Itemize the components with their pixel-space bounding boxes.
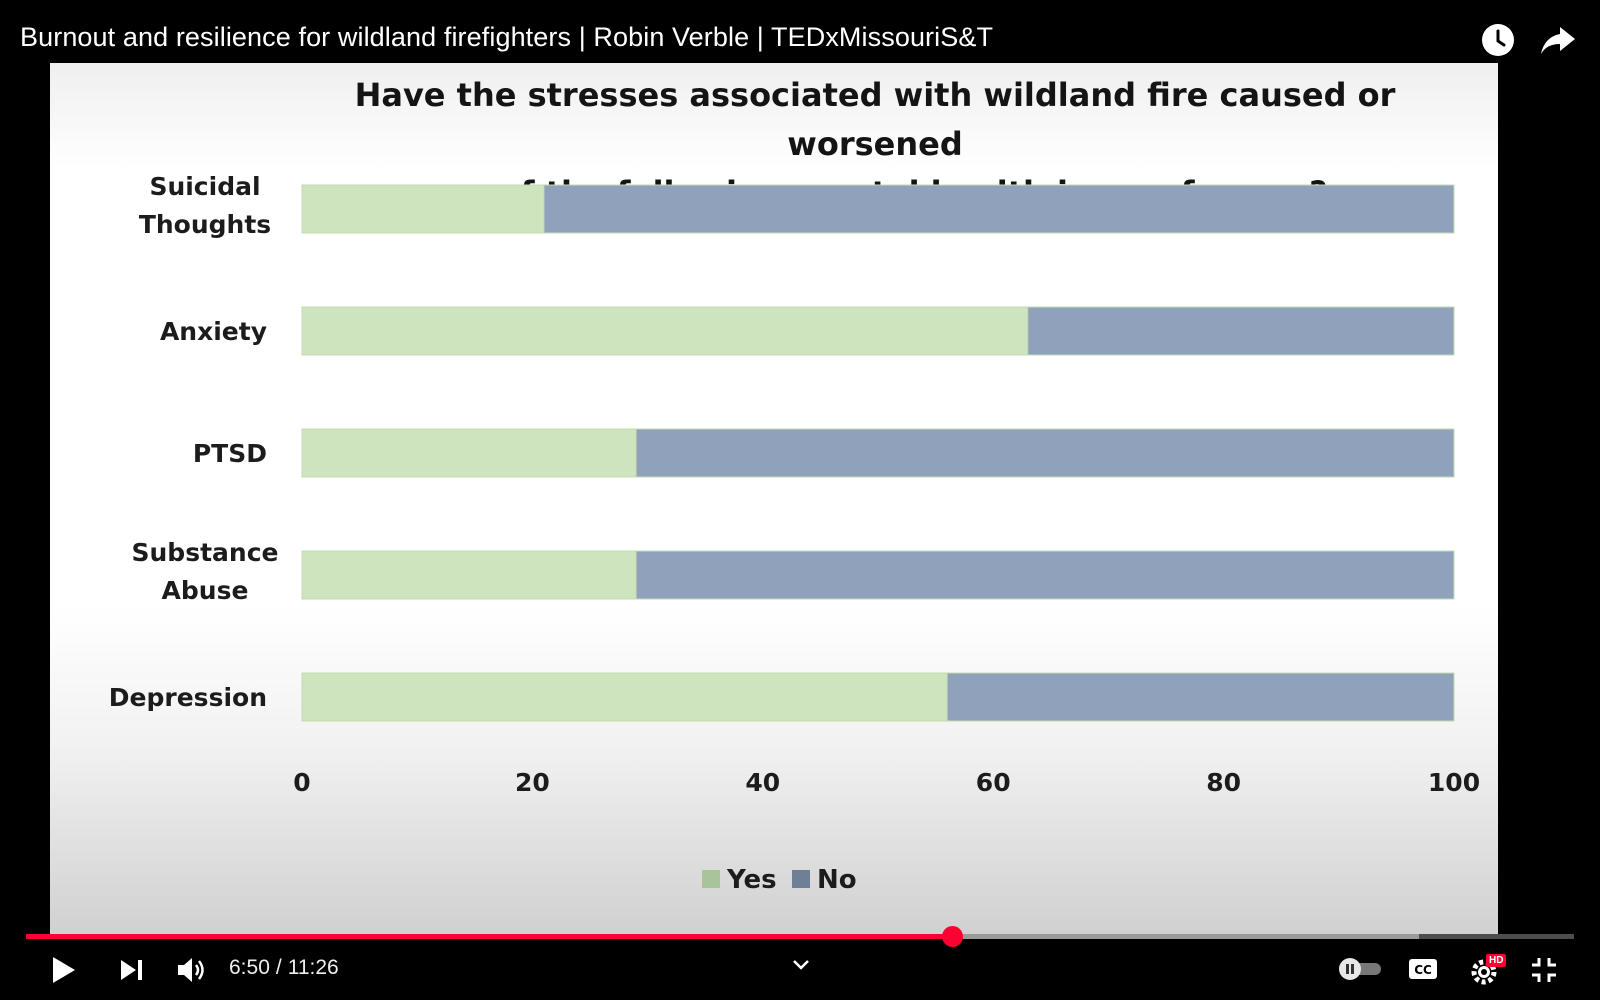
legend-label-yes: Yes bbox=[726, 865, 777, 895]
bar-yes-3 bbox=[301, 550, 637, 600]
progress-played bbox=[26, 934, 952, 939]
cc-icon: CC bbox=[1409, 959, 1437, 979]
x-tick-label: 80 bbox=[1206, 768, 1241, 797]
x-tick-label: 60 bbox=[976, 768, 1011, 797]
stacked-bar-chart: Suicidal Thoughts Anxiety PTSD Substance Abus… bbox=[109, 172, 1480, 895]
legend-label-no: No bbox=[817, 865, 857, 895]
x-tick-label: 20 bbox=[515, 768, 550, 797]
settings-button[interactable]: HD bbox=[1464, 950, 1508, 990]
settings-gear-icon bbox=[1471, 959, 1497, 985]
expand-description-button[interactable] bbox=[788, 955, 814, 975]
autoplay-toggle[interactable] bbox=[1336, 954, 1384, 984]
category-label: Anxiety bbox=[160, 317, 267, 346]
chart-title: Have the stresses associated with wildla… bbox=[354, 76, 1396, 212]
time-display: 6:50/11:26 bbox=[229, 956, 339, 980]
svg-text:CC: CC bbox=[1414, 963, 1432, 977]
share-button[interactable] bbox=[1538, 20, 1578, 60]
bar-no-4 bbox=[946, 672, 1455, 722]
play-button[interactable] bbox=[44, 950, 84, 990]
category-label: Suicidal Thoughts bbox=[139, 172, 271, 239]
bar-yes-4 bbox=[301, 672, 948, 722]
video-title[interactable]: Burnout and resilience for wildland fire… bbox=[20, 22, 994, 52]
share-arrow-icon bbox=[1541, 27, 1575, 54]
bar-no-0 bbox=[543, 184, 1455, 234]
captions-button[interactable]: CC bbox=[1405, 954, 1441, 984]
bar-no-1 bbox=[1027, 306, 1455, 356]
volume-icon bbox=[178, 958, 204, 982]
clock-icon bbox=[1482, 24, 1514, 56]
hd-badge: HD bbox=[1486, 954, 1507, 967]
next-icon bbox=[121, 960, 142, 980]
bar-no-3 bbox=[635, 550, 1455, 600]
next-button[interactable] bbox=[112, 950, 152, 990]
exit-fullscreen-button[interactable] bbox=[1524, 950, 1564, 990]
x-tick-label: 0 bbox=[293, 768, 310, 797]
legend-swatch-yes bbox=[702, 870, 720, 888]
presentation-slide: Have the stresses associated with wildla… bbox=[50, 63, 1498, 936]
bar-yes-2 bbox=[301, 428, 637, 478]
exit-fullscreen-icon bbox=[1532, 958, 1556, 982]
category-label: Substance Abuse bbox=[132, 538, 279, 605]
progress-bar[interactable] bbox=[26, 926, 1574, 947]
x-tick-label: 40 bbox=[745, 768, 780, 797]
autoplay-toggle-icon bbox=[1339, 958, 1381, 980]
bar-yes-1 bbox=[301, 306, 1029, 356]
legend-swatch-no bbox=[792, 870, 810, 888]
time-separator: / bbox=[275, 956, 282, 979]
x-tick-label: 100 bbox=[1428, 768, 1480, 797]
volume-button[interactable] bbox=[172, 950, 212, 990]
chevron-down-icon bbox=[793, 960, 809, 970]
category-label: PTSD bbox=[193, 439, 267, 468]
duration: 11:26 bbox=[287, 956, 339, 979]
play-icon bbox=[53, 957, 75, 983]
progress-scrubber[interactable] bbox=[941, 926, 963, 947]
bar-yes-0 bbox=[301, 184, 545, 234]
current-time: 6:50 bbox=[229, 956, 270, 979]
category-label: Depression bbox=[109, 683, 267, 712]
watch-later-button[interactable] bbox=[1478, 20, 1518, 60]
bar-no-2 bbox=[635, 428, 1455, 478]
